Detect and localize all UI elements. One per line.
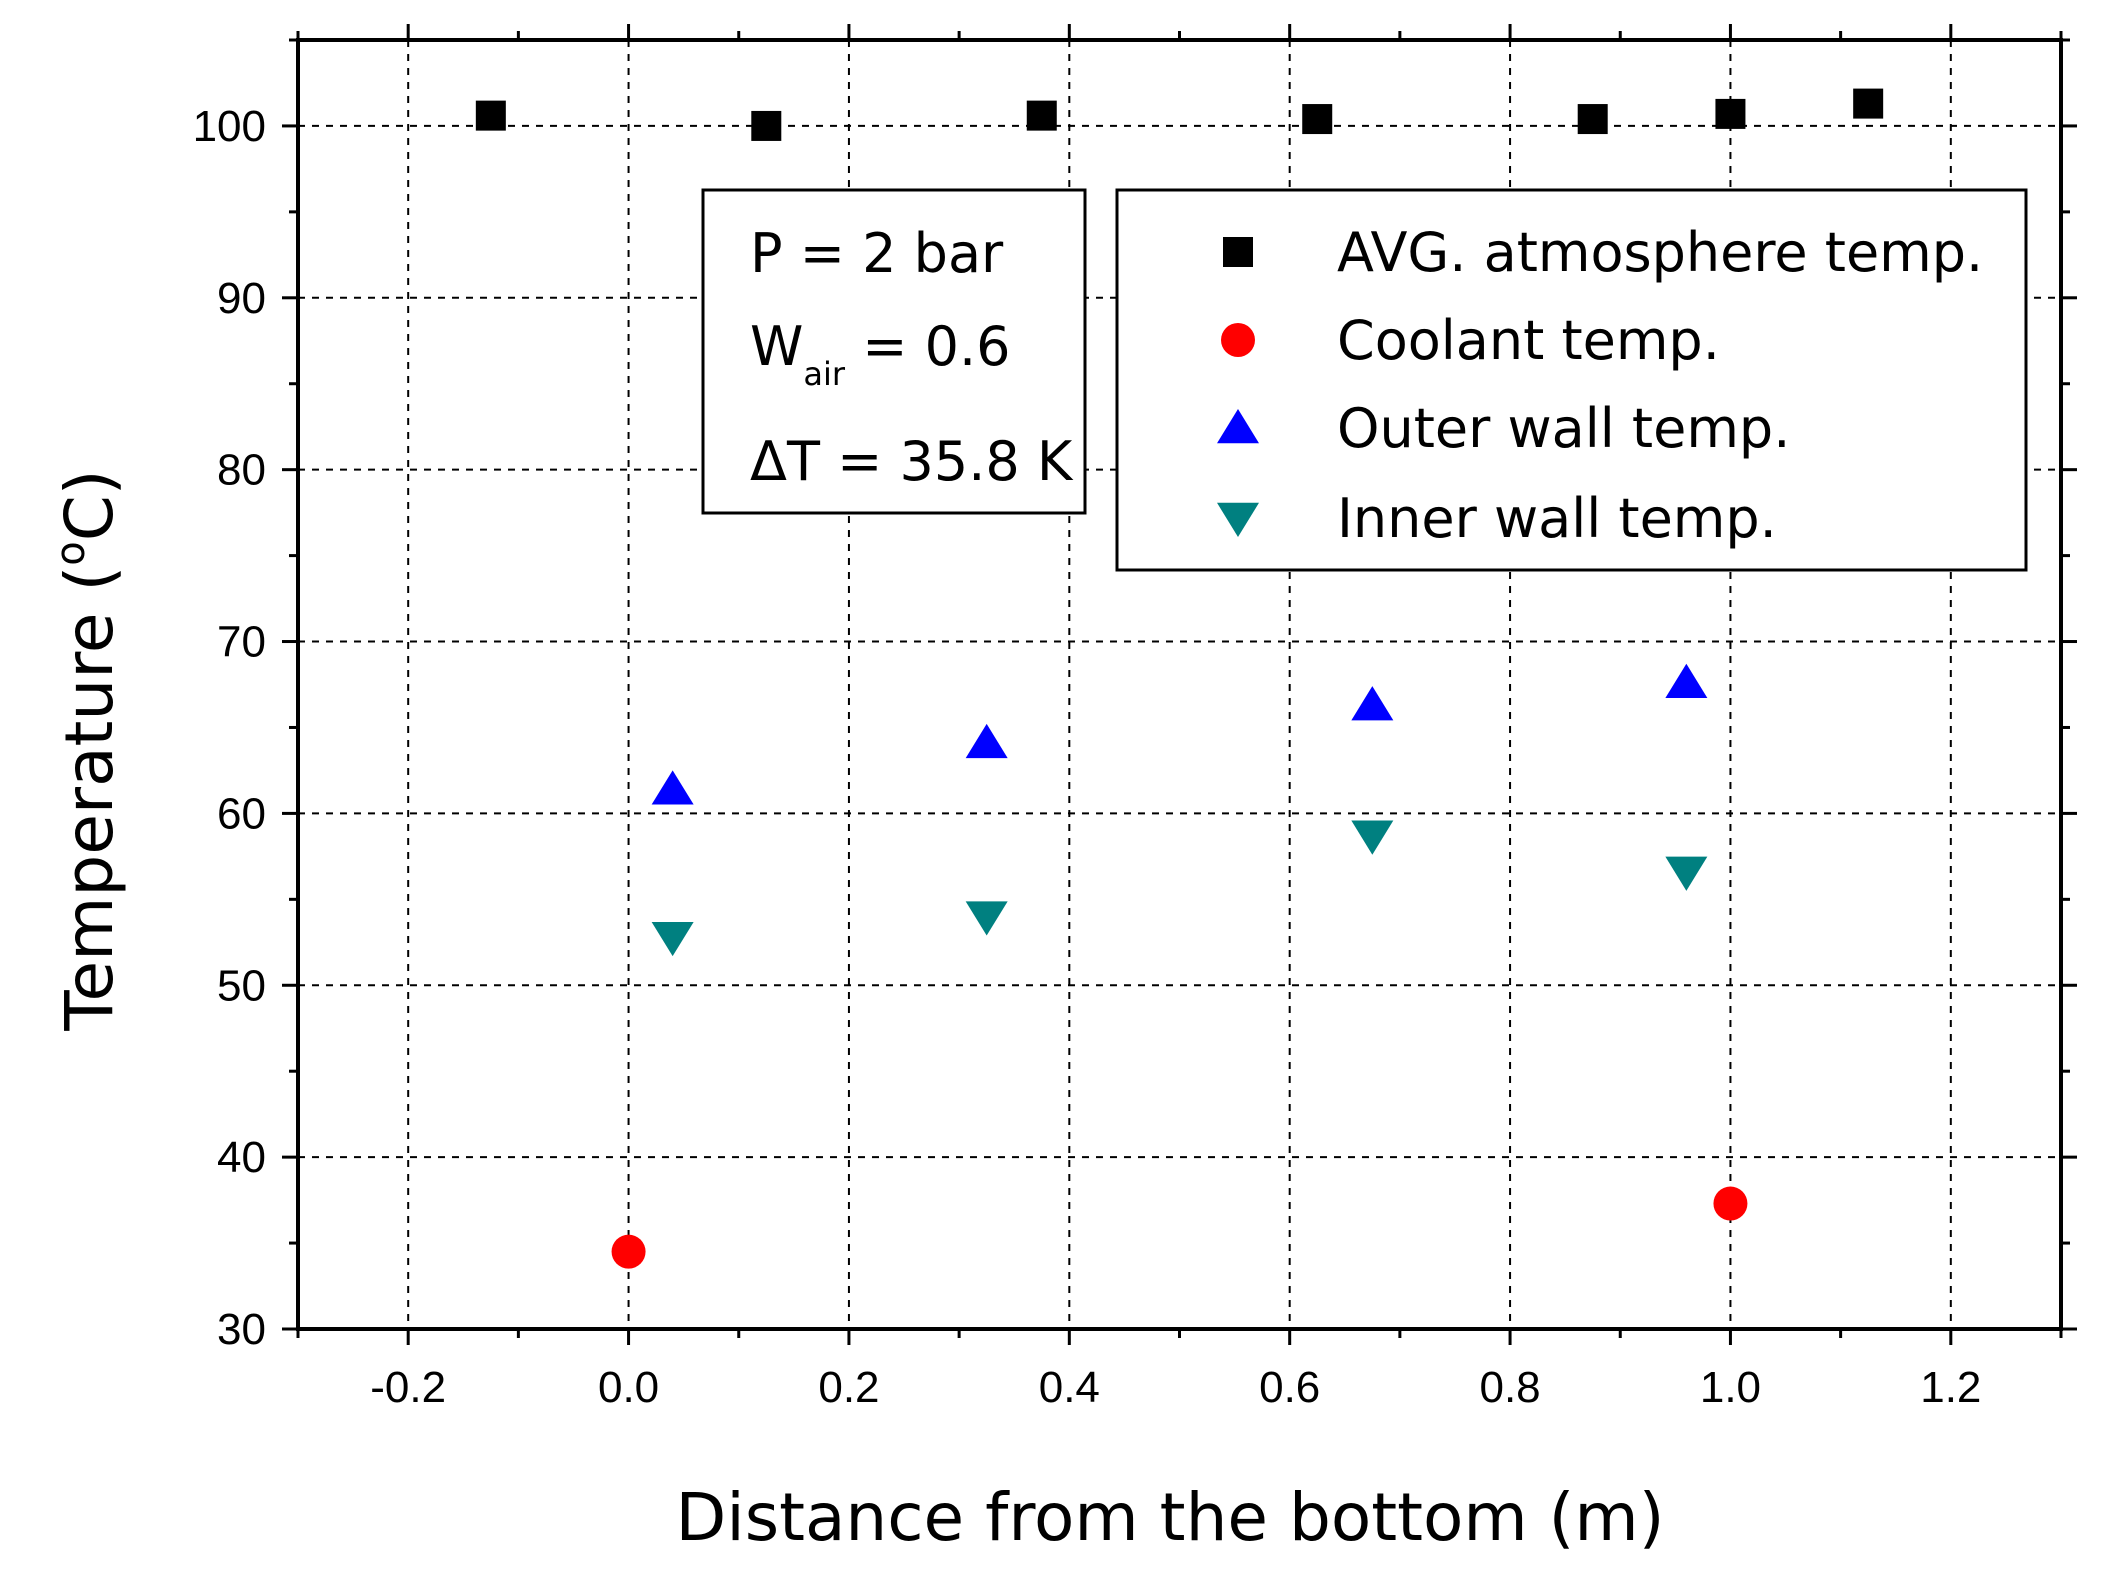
legend-label: Outer wall temp. — [1337, 397, 1790, 460]
data-point-triangle-up — [651, 770, 694, 805]
y-axis-title: Temperature (oC) — [48, 469, 128, 1031]
legend-marker-square — [1223, 237, 1253, 267]
y-tick-label: 70 — [217, 618, 266, 667]
info-wair: Wair = 0.6 — [750, 315, 1011, 393]
x-tick-label: 1.2 — [1920, 1363, 1981, 1412]
y-axis-title-degree: o — [48, 541, 94, 565]
legend-frame — [1115, 188, 2028, 572]
data-point-triangle-down — [1665, 856, 1708, 891]
info-wair-value: = 0.6 — [845, 315, 1010, 378]
data-point-triangle-down — [965, 901, 1008, 936]
x-tick-label: 0.4 — [1039, 1363, 1100, 1412]
data-point-square — [1302, 104, 1333, 135]
x-tick-label: 0.8 — [1479, 1363, 1540, 1412]
info-box: P = 2 bar Wair = 0.6 ΔT = 35.8 K — [701, 188, 1087, 515]
x-tick-label: 0.6 — [1259, 1363, 1320, 1412]
data-point-square — [751, 110, 782, 141]
y-tick-label: 40 — [217, 1133, 266, 1182]
legend-marker-triangle-down — [1217, 502, 1259, 537]
y-tick-label: 100 — [193, 102, 266, 151]
data-point-triangle-up — [965, 723, 1008, 759]
legend-label: Coolant temp. — [1337, 309, 1720, 372]
legend-marker-circle — [1221, 323, 1255, 357]
info-pressure: P = 2 bar — [750, 222, 1004, 285]
x-tick-labels: -0.2 0.0 0.2 0.4 0.6 0.8 1.0 1.2 — [370, 1363, 1981, 1412]
info-wair-sub: air — [803, 355, 846, 393]
legend-label: Inner wall temp. — [1337, 487, 1777, 550]
data-point-circle — [611, 1234, 646, 1269]
data-point-triangle-down — [651, 921, 694, 957]
legend: AVG. atmosphere temp. Coolant temp. Outer … — [1115, 188, 2028, 572]
legend-label: AVG. atmosphere temp. — [1337, 221, 1983, 284]
data-point-square — [1026, 100, 1057, 131]
y-tick-label: 60 — [217, 789, 266, 838]
info-box-frame — [701, 188, 1087, 515]
y-tick-label: 80 — [217, 446, 266, 495]
data-point-square — [1577, 104, 1608, 135]
x-tick-label: 0.2 — [818, 1363, 879, 1412]
data-point-triangle-up — [1665, 663, 1708, 698]
x-tick-label: 0.0 — [598, 1363, 659, 1412]
y-tick-label: 90 — [217, 274, 266, 323]
data-point-circle — [1713, 1186, 1748, 1221]
x-axis-title: Distance from the bottom (m) — [676, 1479, 1665, 1556]
plot-area-frame — [296, 38, 2063, 1331]
y-axis-title-unit: C) — [51, 469, 128, 541]
y-tick-labels: 30 40 50 60 70 80 90 100 — [193, 102, 266, 1354]
x-tick-label: -0.2 — [370, 1363, 446, 1412]
data-markers — [475, 88, 1884, 1269]
info-wair-main: W — [750, 315, 803, 378]
info-delta-t: ΔT = 35.8 K — [750, 430, 1074, 493]
y-axis-title-main: Temperature ( — [51, 566, 128, 1032]
data-point-triangle-up — [1351, 686, 1394, 721]
data-point-square — [475, 100, 506, 131]
x-tick-label: 1.0 — [1700, 1363, 1761, 1412]
data-point-triangle-down — [1351, 820, 1394, 855]
legend-marker-triangle-up — [1217, 409, 1259, 444]
data-point-square — [1853, 88, 1884, 119]
y-tick-label: 30 — [217, 1305, 266, 1354]
data-point-square — [1715, 98, 1746, 129]
y-tick-label: 50 — [217, 961, 266, 1010]
